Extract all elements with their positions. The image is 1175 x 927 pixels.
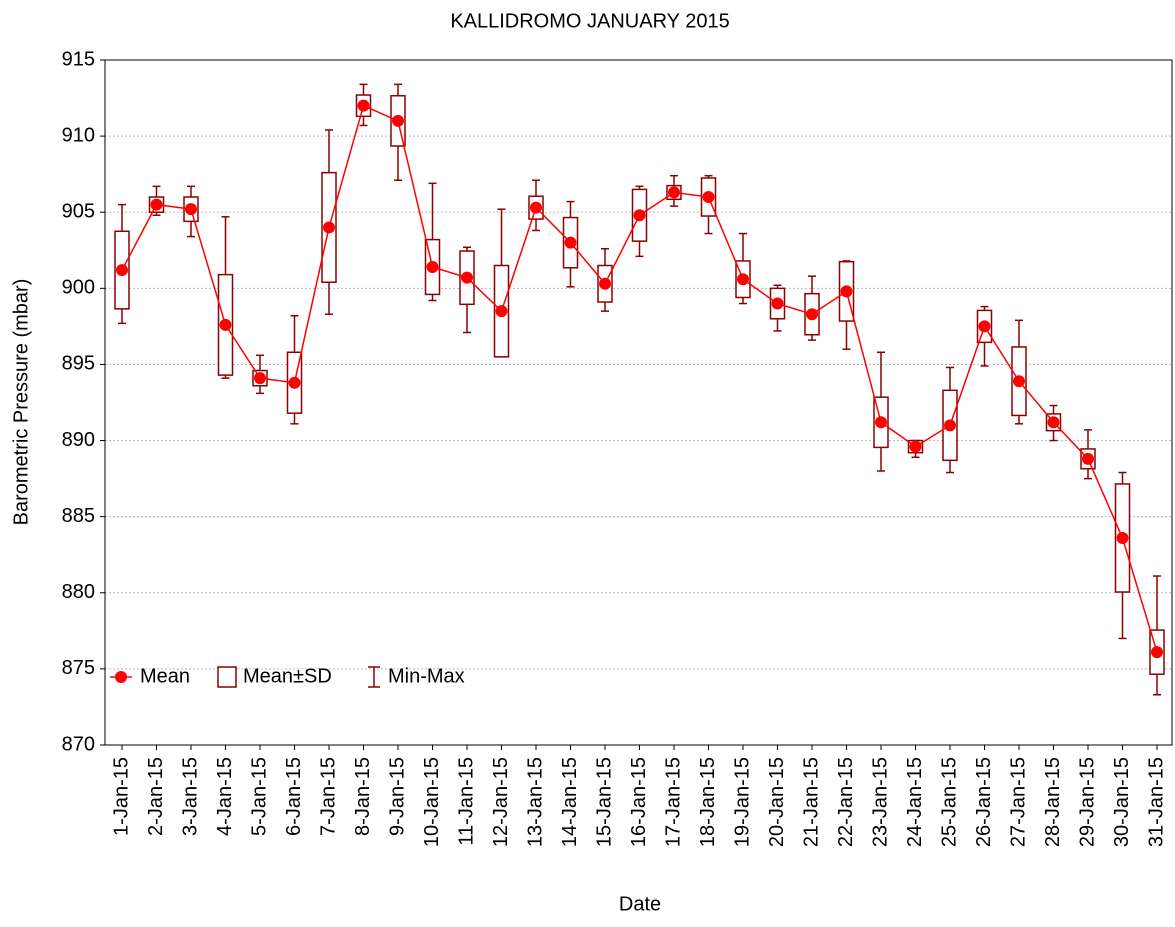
- x-tick-label: 3-Jan-15: [179, 757, 201, 836]
- y-tick-label: 905: [62, 201, 95, 223]
- x-tick-label: 16-Jan-15: [628, 757, 650, 847]
- mean-marker: [944, 419, 956, 432]
- x-tick-label: 4-Jan-15: [214, 757, 236, 836]
- y-tick-label: 895: [62, 353, 95, 375]
- x-tick-label: 9-Jan-15: [386, 757, 408, 836]
- mean-marker: [495, 305, 508, 318]
- mean-marker: [392, 114, 404, 127]
- x-tick-label: 22-Jan-15: [835, 757, 857, 847]
- mean-marker: [288, 376, 301, 389]
- x-tick-label: 26-Jan-15: [973, 757, 995, 847]
- y-tick-label: 890: [62, 429, 95, 451]
- x-tick-label: 2-Jan-15: [145, 757, 167, 836]
- x-tick-label: 11-Jan-15: [455, 757, 477, 846]
- x-tick-label: 12-Jan-15: [490, 757, 512, 847]
- x-tick-label: 6-Jan-15: [283, 757, 305, 836]
- mean-marker: [806, 308, 818, 321]
- legend-symbol: [368, 666, 380, 688]
- y-tick-label: 900: [62, 277, 95, 299]
- legend-label: Min-Max: [388, 665, 465, 687]
- mean-marker: [1047, 416, 1060, 429]
- x-tick-label: 5-Jan-15: [248, 757, 270, 836]
- x-tick-label: 17-Jan-15: [662, 757, 684, 847]
- x-tick-label: 13-Jan-15: [524, 757, 546, 847]
- x-tick-label: 29-Jan-15: [1076, 757, 1098, 847]
- mean-marker: [185, 203, 197, 216]
- x-tick-label: 1-Jan-15: [110, 757, 132, 836]
- y-tick-label: 885: [62, 505, 95, 527]
- mean-marker: [1013, 375, 1025, 388]
- chart-title: KALLIDROMO JANUARY 2015: [450, 10, 729, 32]
- x-tick-label: 19-Jan-15: [731, 757, 753, 847]
- y-tick-label: 910: [62, 124, 95, 146]
- x-tick-label: 20-Jan-15: [766, 757, 788, 847]
- plot-frame: [104, 59, 1173, 746]
- legend-label: Mean: [140, 665, 190, 687]
- x-tick-label: 30-Jan-15: [1111, 757, 1133, 847]
- mean-marker: [150, 198, 163, 211]
- x-axis-label: Date: [619, 893, 661, 915]
- x-tick-label: 25-Jan-15: [938, 757, 960, 847]
- x-tick-label: 18-Jan-15: [697, 757, 719, 847]
- mean-marker: [875, 416, 887, 429]
- mean-marker: [702, 191, 715, 203]
- mean-marker: [1082, 452, 1094, 465]
- mean-marker: [323, 221, 335, 234]
- y-axis-label: Barometric Pressure (mbar): [10, 279, 32, 526]
- mean-marker: [564, 236, 577, 249]
- y-tick-label: 870: [62, 733, 95, 755]
- mean-marker: [771, 297, 784, 310]
- mean-marker: [599, 277, 611, 290]
- mean-marker: [668, 186, 680, 199]
- mean-marker: [1116, 531, 1129, 544]
- mean-marker: [737, 273, 749, 286]
- mean-marker: [1151, 646, 1163, 659]
- mean-marker: [357, 99, 370, 112]
- x-tick-label: 31-Jan-15: [1145, 757, 1167, 847]
- x-tick-label: 8-Jan-15: [352, 757, 374, 836]
- x-tick-label: 14-Jan-15: [559, 757, 581, 847]
- mean-marker: [633, 209, 646, 222]
- mean-marker: [978, 320, 991, 333]
- mean-marker: [840, 285, 853, 298]
- mean-marker: [116, 264, 128, 277]
- y-tick-label: 915: [62, 48, 95, 70]
- x-tick-label: 27-Jan-15: [1007, 757, 1029, 847]
- legend-symbol: [115, 671, 127, 683]
- x-tick-label: 28-Jan-15: [1042, 757, 1064, 847]
- y-tick-label: 875: [62, 657, 95, 679]
- mean-marker: [426, 261, 439, 274]
- x-tick-label: 10-Jan-15: [421, 757, 443, 847]
- y-tick-label: 880: [62, 581, 95, 603]
- mean-marker: [461, 271, 473, 284]
- legend-symbol: [217, 666, 237, 688]
- mean-marker: [219, 318, 232, 331]
- mean-marker: [530, 201, 542, 214]
- x-tick-label: 15-Jan-15: [593, 757, 615, 847]
- mean-marker: [909, 440, 922, 453]
- x-tick-label: 24-Jan-15: [904, 757, 926, 847]
- mean-marker: [254, 372, 266, 385]
- x-tick-label: 21-Jan-15: [800, 757, 822, 847]
- x-tick-label: 23-Jan-15: [869, 757, 891, 847]
- x-tick-label: 7-Jan-15: [317, 757, 339, 836]
- legend-label: Mean±SD: [243, 665, 332, 687]
